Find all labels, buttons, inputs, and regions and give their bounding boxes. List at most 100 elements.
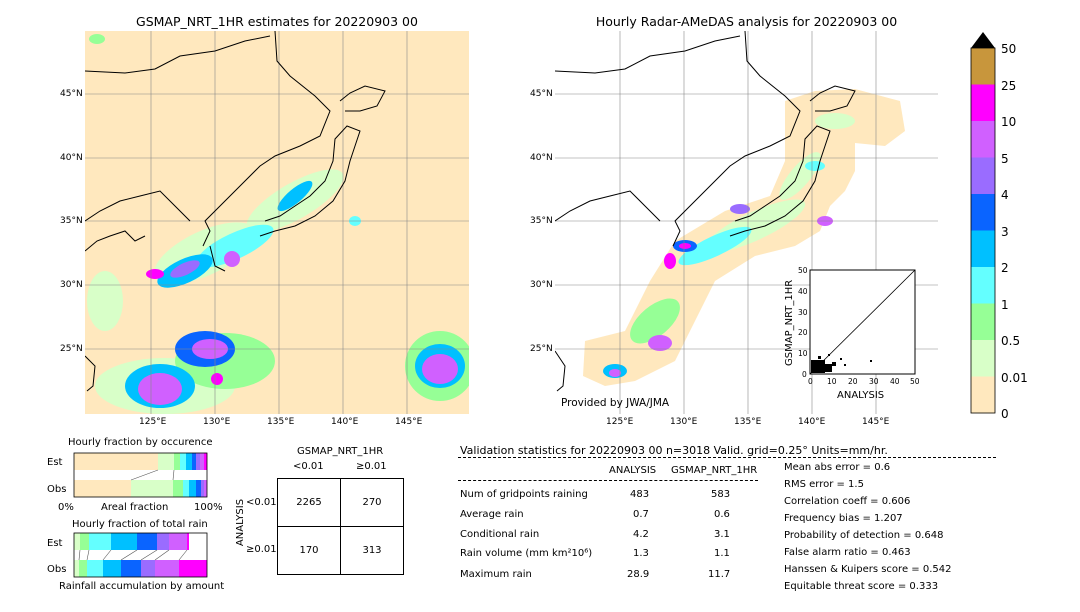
- left-lon-135: 135°E: [267, 417, 295, 427]
- scatter-ylabel: GSMAP_NRT_1HR: [784, 280, 795, 366]
- total-rain-bars: [73, 532, 208, 578]
- colorbar-segment: [971, 157, 995, 195]
- scatter-ytick-50: 50: [798, 266, 808, 275]
- colorbar-segment: [971, 121, 995, 158]
- occurrence-bars: [73, 452, 208, 498]
- score-mean-abs-error: Mean abs error = 0.6: [784, 462, 891, 473]
- scatter-points: [811, 354, 872, 373]
- scatter-xtick-50: 50: [910, 377, 920, 386]
- contingency-col-0: <0.01: [293, 461, 324, 472]
- left-coastline: [85, 31, 386, 392]
- scatter-ytick-20: 20: [798, 328, 808, 337]
- colorbar-label-2: 2: [1001, 261, 1009, 275]
- contingency-cell-00: 2265: [277, 478, 341, 527]
- left-lon-140: 140°E: [331, 417, 359, 427]
- stat-gsmap-conditional: 3.1: [714, 529, 730, 540]
- total-rain-title: Hourly fraction of total rain: [72, 519, 208, 530]
- scatter-xtick-20: 20: [848, 377, 858, 386]
- total-rain-row-est: Est: [47, 538, 63, 549]
- scatter-xtick-10: 10: [827, 377, 837, 386]
- total-rain-footer: Rainfall accumulation by amount: [59, 581, 225, 592]
- left-lon-130: 130°E: [203, 417, 231, 427]
- score-false-alarm: False alarm ratio = 0.463: [784, 547, 911, 558]
- score-rms-error: RMS error = 1.5: [784, 479, 864, 490]
- contingency-cell-10: 170: [277, 526, 341, 575]
- colorbar-segment: [971, 303, 995, 341]
- scatter-ytick-30: 30: [798, 308, 808, 317]
- scatter-ytick-0: 0: [802, 370, 807, 379]
- colorbar-label-0: 0: [1001, 407, 1009, 421]
- left-lat-30: 30°N: [60, 280, 83, 290]
- occurrence-row-est: Est: [47, 457, 63, 468]
- stat-gsmap-average: 0.6: [714, 509, 730, 520]
- right-lat-25: 25°N: [530, 344, 553, 354]
- stat-gsmap-maximum: 11.7: [708, 569, 731, 580]
- total-rain-row-obs: Obs: [47, 564, 67, 575]
- left-lat-40: 40°N: [60, 153, 83, 163]
- colorbar-segment: [971, 194, 995, 231]
- scatter-inset: 0 10 20 30 40 50 0 10 20 30 40 50 ANALYS…: [784, 266, 920, 401]
- stat-analysis-average: 0.7: [633, 509, 649, 520]
- stat-label-maximum: Maximum rain: [460, 569, 532, 580]
- scatter-xlabel: ANALYSIS: [837, 390, 884, 401]
- score-hanssen-kuipers: Hanssen & Kuipers score = 0.542: [784, 564, 952, 575]
- colorbar-label-0.01: 0.01: [1001, 371, 1028, 385]
- contingency-col-1: ≥0.01: [356, 461, 387, 472]
- contingency-header: GSMAP_NRT_1HR: [297, 446, 384, 457]
- score-probability-detection: Probability of detection = 0.648: [784, 530, 944, 541]
- stat-label-volume: Rain volume (mm km²10⁶): [460, 548, 593, 559]
- left-map: [85, 31, 469, 414]
- validation-col-rule: [458, 480, 758, 481]
- right-map-title: Hourly Radar-AMeDAS analysis for 2022090…: [595, 14, 898, 29]
- score-frequency-bias: Frequency bias = 1.207: [784, 513, 903, 524]
- colorbar-label-50: 50: [1001, 42, 1017, 56]
- validation-header: Validation statistics for 20220903 00 n=…: [460, 444, 888, 457]
- right-grid: [555, 31, 938, 414]
- scatter-xtick-0: 0: [808, 377, 813, 386]
- colorbar-segment: [971, 376, 995, 414]
- right-lat-30: 30°N: [530, 280, 553, 290]
- colorbar-label-0.5: 0.5: [1001, 334, 1021, 348]
- occurrence-row-obs: Obs: [47, 484, 67, 495]
- validation-header-rule: [458, 457, 996, 458]
- contingency-table: 2265 270 170 313: [277, 478, 404, 575]
- right-lon-125: 125°E: [606, 417, 634, 427]
- colorbar-segment: [971, 48, 995, 85]
- stat-gsmap-volume: 1.1: [714, 548, 730, 559]
- stat-analysis-maximum: 28.9: [627, 569, 650, 580]
- right-lon-130: 130°E: [670, 417, 698, 427]
- stat-label-conditional: Conditional rain: [460, 529, 540, 540]
- colorbar-segment: [971, 84, 995, 122]
- left-lat-45: 45°N: [60, 89, 83, 99]
- stat-gsmap-gridpoints: 583: [711, 489, 731, 500]
- right-coastline: [555, 31, 856, 392]
- left-rain-field: [87, 34, 469, 414]
- colorbar-extend-arrow: [971, 32, 995, 48]
- score-correlation: Correlation coeff = 0.606: [784, 496, 911, 507]
- colorbar-label-3: 3: [1001, 225, 1009, 239]
- validation-col-gsmap: GSMAP_NRT_1HR: [671, 465, 758, 476]
- score-equitable-threat: Equitable threat score = 0.333: [784, 581, 939, 592]
- right-lon-135: 135°E: [734, 417, 762, 427]
- left-grid: [85, 31, 469, 414]
- colorbar-label-10: 10: [1001, 115, 1017, 129]
- right-lat-40: 40°N: [530, 153, 553, 163]
- scatter-xtick-40: 40: [890, 377, 900, 386]
- occurrence-title: Hourly fraction by occurence: [68, 437, 213, 448]
- colorbar-segments: [971, 48, 995, 414]
- validation-col-analysis: ANALYSIS: [609, 465, 657, 476]
- right-lon-145: 145°E: [862, 417, 890, 427]
- right-lat-35: 35°N: [530, 216, 553, 226]
- scatter-xtick-30: 30: [869, 377, 879, 386]
- stat-analysis-volume: 1.3: [633, 548, 649, 559]
- contingency-row-title: ANALYSIS: [235, 498, 247, 547]
- colorbar-segment: [971, 230, 995, 268]
- right-lon-140: 140°E: [798, 417, 826, 427]
- colorbar-label-25: 25: [1001, 79, 1017, 93]
- colorbar: [970, 32, 996, 414]
- occurrence-axis-left: 0%: [58, 502, 74, 513]
- scatter-ytick-10: 10: [798, 349, 808, 358]
- occurrence-axis-right: 100%: [194, 502, 223, 513]
- map-credit: Provided by JWA/JMA: [561, 397, 670, 409]
- contingency-cell-01: 270: [340, 478, 404, 527]
